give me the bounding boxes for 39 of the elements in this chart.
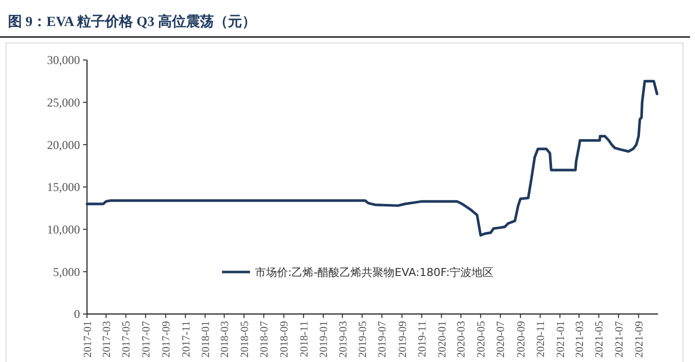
x-tick-label: 2021-01 bbox=[554, 321, 567, 358]
x-tick-label: 2021-09 bbox=[633, 320, 646, 358]
x-tick-label: 2018-07 bbox=[258, 320, 271, 358]
x-tick-label: 2019-09 bbox=[396, 320, 409, 358]
x-tick-label: 2017-05 bbox=[120, 320, 133, 358]
x-tick-label: 2020-01 bbox=[436, 321, 448, 358]
x-tick-label: 2020-03 bbox=[456, 320, 468, 358]
x-tick-label: 2018-03 bbox=[219, 320, 232, 358]
x-tick-label: 2019-05 bbox=[356, 320, 369, 358]
y-tick-label: 10,000 bbox=[47, 222, 80, 237]
y-tick-label: 30,000 bbox=[47, 53, 80, 68]
x-tick-label: 2021-07 bbox=[613, 320, 626, 358]
x-tick-label: 2018-01 bbox=[200, 321, 212, 358]
x-tick-label: 2019-03 bbox=[337, 320, 350, 358]
y-tick-label: 20,000 bbox=[47, 138, 80, 152]
x-tick-label: 2020-09 bbox=[515, 320, 528, 358]
legend-label: 市场价:乙烯-醋酸乙烯共聚物EVA:180F:宁波地区 bbox=[255, 266, 494, 279]
x-tick-label: 2018-05 bbox=[238, 320, 251, 358]
x-tick-label: 2019-11 bbox=[416, 321, 429, 358]
x-tick-label: 2021-03 bbox=[574, 320, 586, 358]
y-tick-label: 0 bbox=[74, 307, 80, 322]
x-tick-label: 2017-03 bbox=[100, 320, 113, 358]
y-tick-label: 15,000 bbox=[47, 180, 80, 194]
x-tick-label: 2017-01 bbox=[82, 321, 94, 358]
x-tick-label: 2017-11 bbox=[180, 321, 192, 358]
line-series bbox=[86, 80, 658, 237]
y-tick-label: 25,000 bbox=[47, 96, 80, 110]
chart-title: 图 9：EVA 粒子价格 Q3 高位震荡（元） bbox=[8, 13, 256, 30]
x-tick-label: 2020-07 bbox=[495, 320, 508, 358]
x-tick-label: 2018-11 bbox=[298, 321, 310, 358]
x-tick-label: 2018-09 bbox=[278, 320, 291, 358]
x-tick-label: 2019-07 bbox=[376, 320, 389, 358]
y-tick-label: 5,000 bbox=[53, 264, 80, 279]
x-tick-label: 2020-05 bbox=[475, 320, 488, 358]
x-tick-label: 2019-01 bbox=[318, 321, 330, 358]
x-tick-label: 2017-07 bbox=[140, 320, 152, 358]
x-tick-label: 2017-09 bbox=[160, 320, 173, 358]
x-tick-label: 2020-11 bbox=[535, 321, 548, 358]
x-tick-label: 2021-05 bbox=[594, 320, 606, 358]
